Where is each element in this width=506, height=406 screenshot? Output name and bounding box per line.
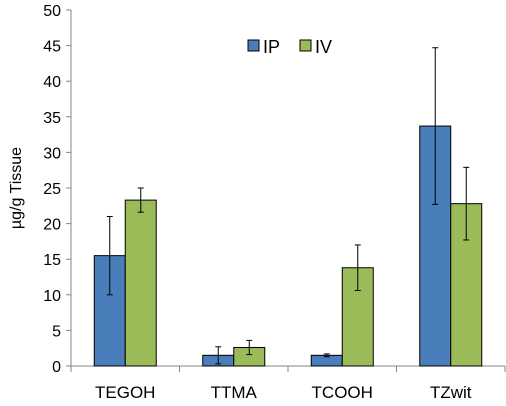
bar-iv-tcooh	[341, 267, 374, 367]
category-label: TEGOH	[95, 383, 155, 402]
y-tick-label: 40	[43, 74, 61, 91]
category-label: TCOOH	[312, 383, 373, 402]
y-tick-label: 5	[52, 323, 61, 340]
y-tick-label: 50	[43, 3, 61, 20]
category-label: TZwit	[430, 383, 472, 402]
y-tick-label: 20	[43, 217, 61, 234]
bar-iv-tzwit	[450, 203, 483, 367]
y-tick-label: 15	[43, 252, 61, 269]
bar-iv-tegoh	[124, 199, 157, 367]
y-tick-label: 30	[43, 145, 61, 162]
error-bars	[106, 47, 470, 365]
y-tick-label: 45	[43, 39, 61, 56]
y-tick-label: 25	[43, 181, 61, 198]
x-ticks	[70, 366, 506, 372]
legend-swatch-iv	[299, 39, 312, 52]
y-axis-title: µg/g Tissue	[8, 147, 25, 229]
y-tick-label: 10	[43, 288, 61, 305]
legend-swatch-ip	[247, 39, 260, 52]
y-ticks: 0 5 10 15 20 25 30 35 40 45 50	[43, 3, 71, 376]
y-tick-label: 35	[43, 110, 61, 127]
category-label: TTMA	[211, 383, 258, 402]
bars	[93, 125, 483, 367]
legend-label-ip: IP	[263, 37, 280, 57]
category-labels: TEGOH TTMA TCOOH TZwit	[95, 383, 472, 402]
legend-label-iv: IV	[315, 37, 332, 57]
y-tick-label: 0	[52, 359, 61, 376]
legend: IP IV	[247, 37, 332, 57]
